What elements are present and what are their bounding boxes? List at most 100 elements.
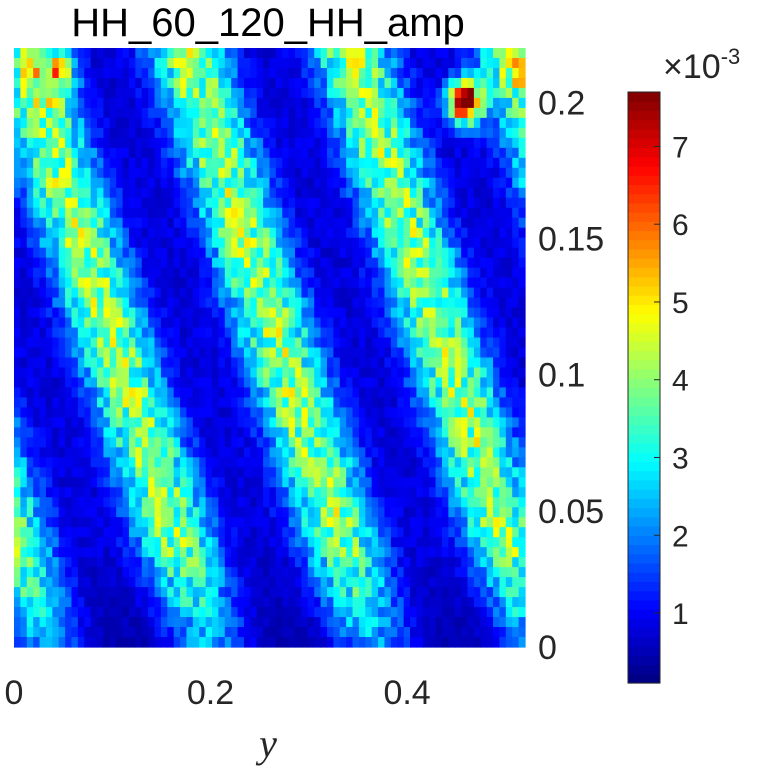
heatmap-cell <box>371 107 379 119</box>
heatmap-cell <box>250 227 258 239</box>
heatmap-cell <box>77 267 85 279</box>
colorbar-frame <box>627 91 661 684</box>
heatmap-cell <box>103 67 111 79</box>
heatmap-cell <box>461 147 469 159</box>
heatmap-cell <box>65 347 73 359</box>
heatmap-cell <box>416 167 424 179</box>
heatmap-cell <box>14 137 21 149</box>
heatmap-cell <box>180 307 188 319</box>
heatmap-cell <box>269 327 277 339</box>
heatmap-cell <box>263 387 271 399</box>
heatmap-cell <box>237 427 245 438</box>
heatmap-cell <box>333 507 341 518</box>
heatmap-cell <box>422 517 430 528</box>
heatmap-cell <box>52 617 60 628</box>
heatmap-cell <box>410 57 418 69</box>
heatmap-cell <box>378 367 386 379</box>
heatmap-cell <box>410 177 418 189</box>
heatmap-cell <box>243 297 251 309</box>
heatmap-cell <box>58 457 66 468</box>
heatmap-cell <box>282 627 290 638</box>
heatmap-cell <box>499 547 507 558</box>
heatmap-cell <box>339 317 347 329</box>
heatmap-cell <box>422 48 430 59</box>
heatmap-cell <box>109 117 117 129</box>
heatmap-cell <box>301 587 309 598</box>
heatmap-cell <box>403 257 411 269</box>
heatmap-cell <box>135 217 143 229</box>
heatmap-cell <box>358 497 366 508</box>
heatmap-cell <box>301 67 309 79</box>
heatmap-cell <box>416 247 424 259</box>
heatmap-cell <box>390 607 398 618</box>
heatmap-cell <box>403 637 411 648</box>
heatmap-cell <box>384 227 392 239</box>
heatmap-cell <box>186 437 194 448</box>
heatmap-cell <box>295 97 303 109</box>
heatmap-cell <box>90 177 98 189</box>
heatmap-cell <box>301 307 309 319</box>
heatmap-cell <box>493 607 501 618</box>
heatmap-cell <box>518 467 526 478</box>
heatmap-cell <box>371 127 379 139</box>
heatmap-cell <box>167 277 175 289</box>
heatmap-cell <box>390 177 398 189</box>
heatmap-cell <box>416 177 424 189</box>
heatmap-cell <box>339 477 347 488</box>
heatmap-cell <box>435 537 443 548</box>
heatmap-cell <box>454 177 462 189</box>
heatmap-cell <box>435 387 443 399</box>
heatmap-cell <box>186 477 194 488</box>
heatmap-cell <box>352 627 360 638</box>
heatmap-cell <box>314 537 322 548</box>
heatmap-cell <box>320 97 328 109</box>
heatmap-cell <box>397 267 405 279</box>
heatmap-cell <box>77 417 85 428</box>
heatmap-cell <box>122 477 130 488</box>
heatmap-cell <box>397 257 405 269</box>
heatmap-cell <box>467 547 475 558</box>
heatmap-cell <box>320 337 328 349</box>
heatmap-cell <box>65 387 73 399</box>
heatmap-cell <box>154 327 162 339</box>
heatmap-cell <box>141 577 149 588</box>
heatmap-cell <box>154 457 162 468</box>
heatmap-cell <box>486 527 494 538</box>
heatmap-cell <box>116 267 124 279</box>
heatmap-cell <box>473 607 481 618</box>
heatmap-cell <box>192 347 200 359</box>
heatmap-cell <box>65 377 73 389</box>
heatmap-cell <box>71 597 79 608</box>
heatmap-cell <box>52 447 60 458</box>
heatmap-cell <box>314 397 322 408</box>
heatmap-cell <box>199 387 207 399</box>
heatmap-cell <box>518 577 526 588</box>
heatmap-cell <box>173 287 181 299</box>
heatmap-cell <box>109 527 117 538</box>
heatmap-cell <box>371 357 379 369</box>
heatmap-cell <box>231 477 239 488</box>
heatmap-cell <box>58 187 66 199</box>
heatmap-cell <box>461 57 469 69</box>
heatmap-cell <box>77 187 85 199</box>
heatmap-cell <box>14 197 21 209</box>
heatmap-cell <box>154 407 162 418</box>
heatmap-cell <box>77 587 85 598</box>
heatmap-cell <box>371 337 379 349</box>
heatmap-cell <box>461 527 469 538</box>
heatmap-cell <box>461 397 469 408</box>
heatmap-cell <box>173 457 181 468</box>
heatmap-cell <box>199 637 207 648</box>
heatmap-cell <box>441 567 449 578</box>
heatmap-cell <box>346 77 354 89</box>
heatmap-cell <box>486 157 494 169</box>
heatmap-cell <box>384 197 392 209</box>
heatmap-cell <box>148 267 156 279</box>
heatmap-cell <box>473 337 481 349</box>
heatmap-cell <box>77 437 85 448</box>
heatmap-cell <box>192 217 200 229</box>
colorbar-segment <box>628 526 660 536</box>
heatmap-cell <box>45 467 53 478</box>
heatmap-cell <box>422 557 430 568</box>
